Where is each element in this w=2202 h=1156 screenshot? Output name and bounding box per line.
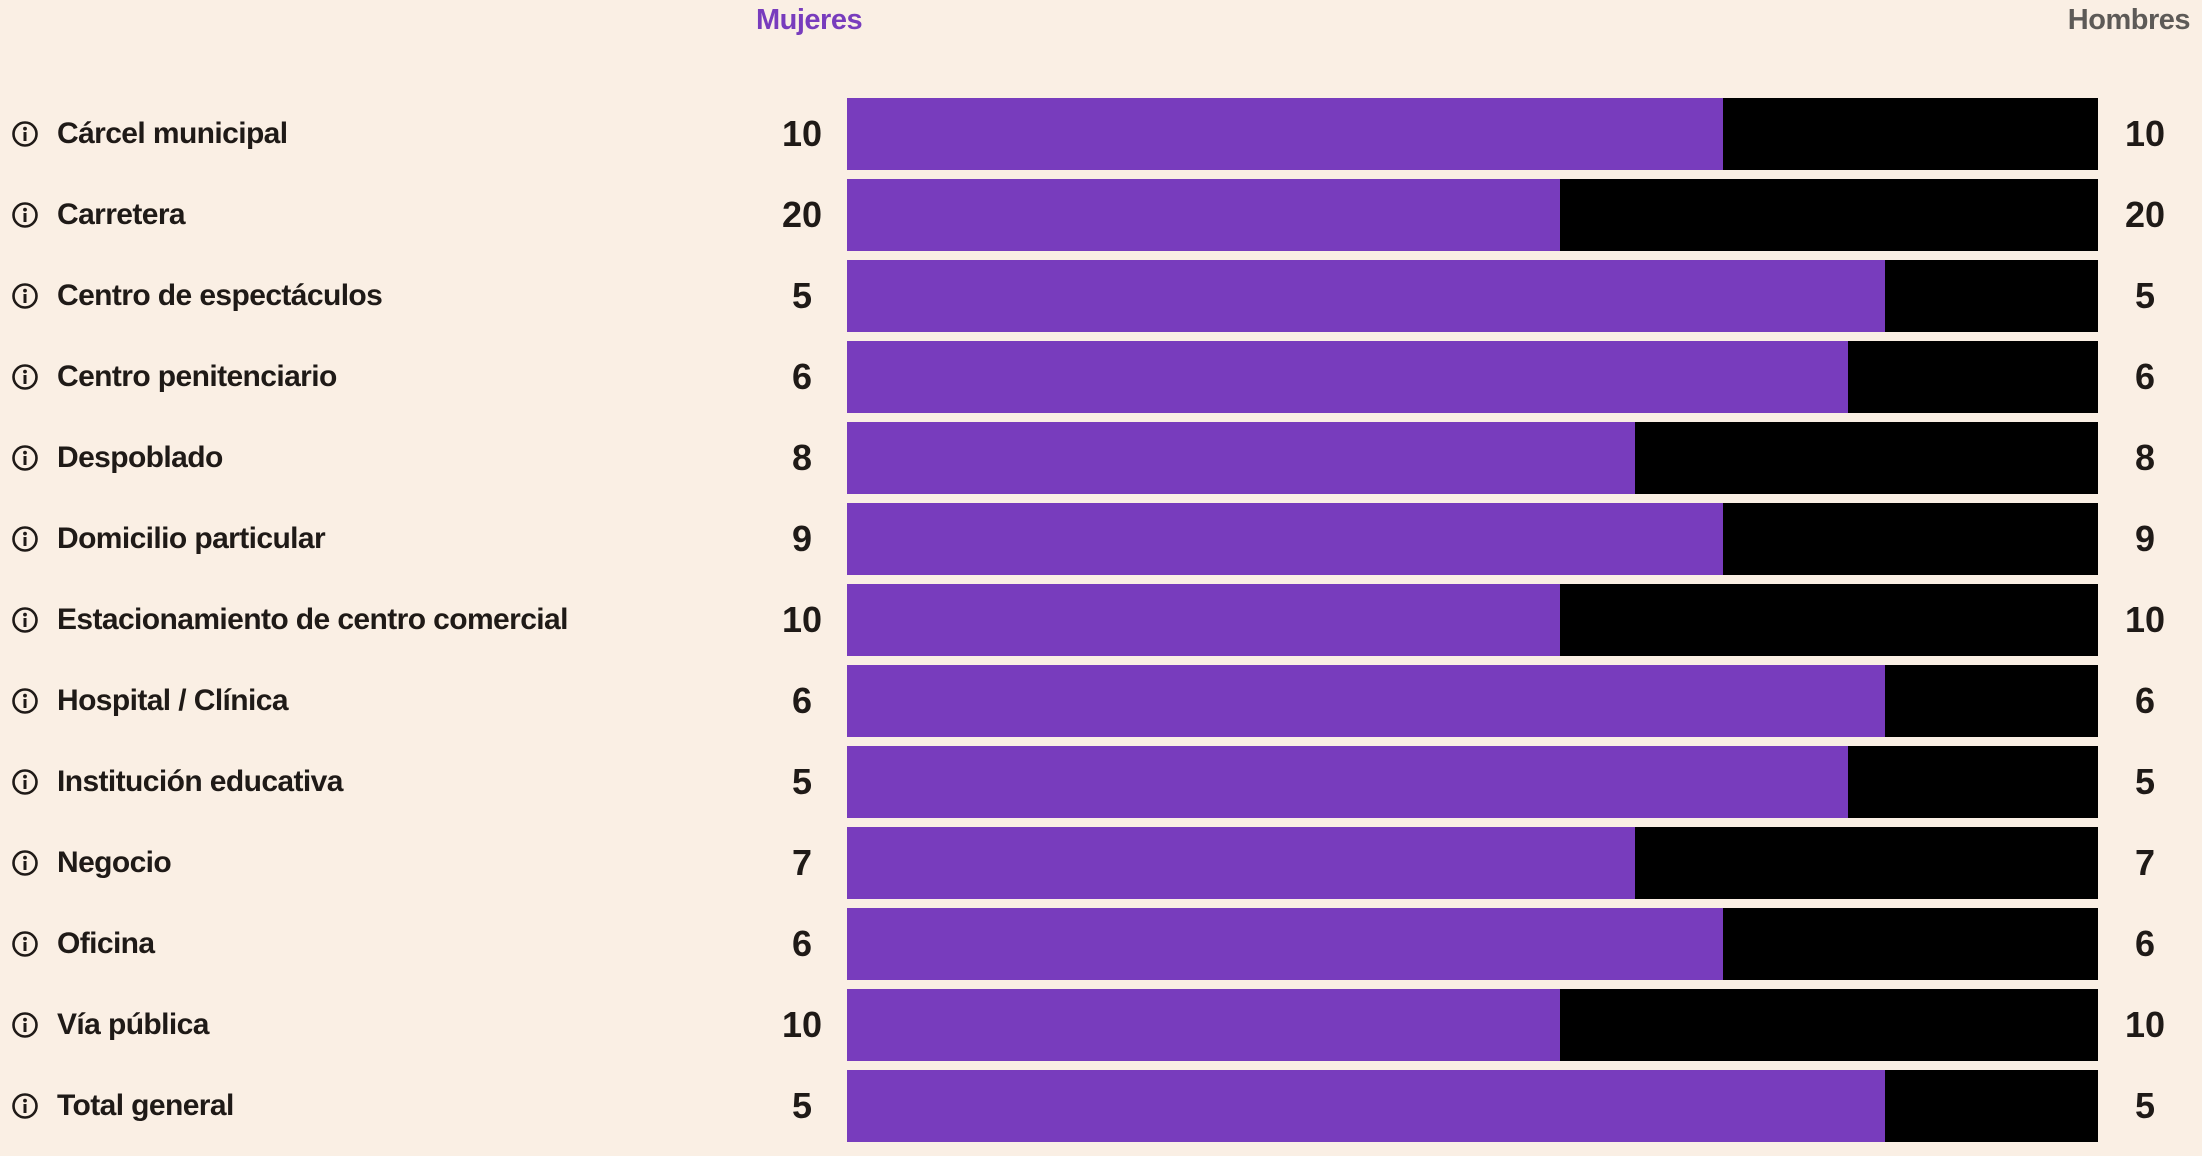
women-value-label: 7 bbox=[791, 842, 813, 883]
women-bar bbox=[847, 746, 1848, 818]
women-bar bbox=[847, 260, 1885, 332]
info-icon[interactable] bbox=[11, 363, 39, 391]
info-icon[interactable] bbox=[11, 120, 39, 148]
men-bar bbox=[847, 908, 2098, 980]
women-value-label: 5 bbox=[791, 275, 813, 316]
men-value-label: 10 bbox=[2124, 113, 2166, 154]
chart-row: Estacionamiento de centro comercial 10 10 bbox=[0, 584, 2202, 656]
chart-row: Hospital / Clínica 6 6 bbox=[0, 665, 2202, 737]
women-bar bbox=[847, 179, 1560, 251]
men-value-label: 6 bbox=[2134, 923, 2156, 964]
chart-row: Domicilio particular 9 9 bbox=[0, 503, 2202, 575]
info-icon[interactable] bbox=[11, 525, 39, 553]
women-value-label: 5 bbox=[791, 761, 813, 802]
men-value-label: 20 bbox=[2124, 194, 2166, 235]
women-bar bbox=[847, 584, 1560, 656]
info-icon[interactable] bbox=[11, 768, 39, 796]
women-value-label: 6 bbox=[791, 356, 813, 397]
chart-row: Negocio 7 7 bbox=[0, 827, 2202, 899]
category-label: Domicilio particular bbox=[57, 522, 326, 555]
info-icon[interactable] bbox=[11, 930, 39, 958]
men-value-label: 6 bbox=[2134, 680, 2156, 721]
men-value-label: 9 bbox=[2134, 518, 2156, 559]
category-label: Despoblado bbox=[57, 441, 223, 474]
chart-row: Carretera 20 20 bbox=[0, 179, 2202, 251]
chart-row: Centro penitenciario 6 6 bbox=[0, 341, 2202, 413]
chart-row: Total general 5 5 bbox=[0, 1070, 2202, 1142]
chart-row: Despoblado 8 8 bbox=[0, 422, 2202, 494]
category-label: Institución educativa bbox=[57, 765, 343, 798]
category-label: Estacionamiento de centro comercial bbox=[57, 603, 568, 636]
men-bar bbox=[847, 179, 2098, 251]
chart-row: Institución educativa 5 5 bbox=[0, 746, 2202, 818]
men-value-label: 10 bbox=[2124, 1004, 2166, 1045]
info-icon[interactable] bbox=[11, 849, 39, 877]
women-value-label: 5 bbox=[791, 1085, 813, 1126]
women-bar bbox=[847, 827, 1635, 899]
women-bar bbox=[847, 665, 1885, 737]
info-icon[interactable] bbox=[11, 1011, 39, 1039]
category-label: Total general bbox=[57, 1089, 234, 1122]
chart-row: Centro de espectáculos 5 5 bbox=[0, 260, 2202, 332]
info-icon[interactable] bbox=[11, 282, 39, 310]
women-value-label: 6 bbox=[791, 680, 813, 721]
women-bar bbox=[847, 98, 1723, 170]
info-icon[interactable] bbox=[11, 606, 39, 634]
men-bar bbox=[847, 746, 2098, 818]
category-label: Carretera bbox=[57, 198, 186, 231]
women-value-label: 10 bbox=[781, 1004, 823, 1045]
men-bar bbox=[847, 584, 2098, 656]
info-icon[interactable] bbox=[11, 1092, 39, 1120]
men-bar bbox=[847, 665, 2098, 737]
women-bar bbox=[847, 1070, 1885, 1142]
women-bar bbox=[847, 503, 1723, 575]
men-value-label: 6 bbox=[2134, 356, 2156, 397]
category-label: Oficina bbox=[57, 927, 155, 960]
chart-row: Cárcel municipal 10 10 bbox=[0, 98, 2202, 170]
info-icon[interactable] bbox=[11, 687, 39, 715]
chart-row: Vía pública 10 10 bbox=[0, 989, 2202, 1061]
men-value-label: 8 bbox=[2134, 437, 2156, 478]
chart-row: Oficina 6 6 bbox=[0, 908, 2202, 980]
women-bar bbox=[847, 422, 1635, 494]
legend-men: Hombres bbox=[2067, 4, 2191, 36]
men-bar bbox=[847, 503, 2098, 575]
info-icon[interactable] bbox=[11, 444, 39, 472]
women-value-label: 9 bbox=[791, 518, 813, 559]
category-label: Centro penitenciario bbox=[57, 360, 337, 393]
category-label: Hospital / Clínica bbox=[57, 684, 289, 717]
category-label: Cárcel municipal bbox=[57, 117, 288, 150]
category-label: Vía pública bbox=[57, 1008, 209, 1041]
men-value-label: 5 bbox=[2134, 761, 2156, 802]
info-icon[interactable] bbox=[11, 201, 39, 229]
men-bar bbox=[847, 260, 2098, 332]
men-bar bbox=[847, 341, 2098, 413]
men-bar bbox=[847, 422, 2098, 494]
legend-women: Mujeres bbox=[756, 4, 863, 36]
category-label: Negocio bbox=[57, 846, 172, 879]
men-value-label: 5 bbox=[2134, 275, 2156, 316]
women-value-label: 6 bbox=[791, 923, 813, 964]
women-value-label: 10 bbox=[781, 599, 823, 640]
women-bar bbox=[847, 908, 1723, 980]
women-bar bbox=[847, 989, 1560, 1061]
men-value-label: 7 bbox=[2134, 842, 2156, 883]
women-bar bbox=[847, 341, 1848, 413]
men-bar bbox=[847, 989, 2098, 1061]
women-value-label: 10 bbox=[781, 113, 823, 154]
category-label: Centro de espectáculos bbox=[57, 279, 383, 312]
women-value-label: 20 bbox=[781, 194, 823, 235]
men-bar bbox=[847, 1070, 2098, 1142]
men-bar bbox=[847, 98, 2098, 170]
women-value-label: 8 bbox=[791, 437, 813, 478]
men-value-label: 5 bbox=[2134, 1085, 2156, 1126]
men-value-label: 10 bbox=[2124, 599, 2166, 640]
men-bar bbox=[847, 827, 2098, 899]
